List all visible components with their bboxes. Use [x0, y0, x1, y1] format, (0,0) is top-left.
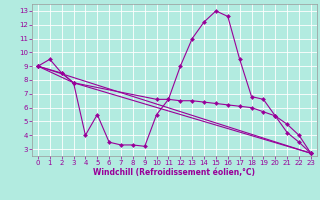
X-axis label: Windchill (Refroidissement éolien,°C): Windchill (Refroidissement éolien,°C): [93, 168, 255, 177]
